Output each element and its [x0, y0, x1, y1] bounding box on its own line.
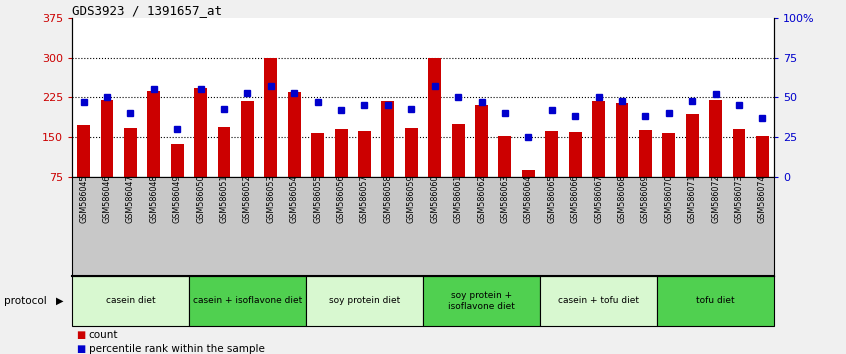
- Bar: [616, 103, 629, 177]
- Bar: [241, 101, 254, 177]
- Bar: [498, 136, 511, 177]
- Bar: [686, 114, 699, 177]
- Bar: [77, 126, 90, 177]
- Bar: [189, 276, 306, 326]
- Bar: [335, 129, 348, 177]
- Bar: [756, 136, 769, 177]
- Bar: [217, 127, 230, 177]
- Text: GDS3923 / 1391657_at: GDS3923 / 1391657_at: [72, 4, 222, 17]
- Bar: [475, 105, 488, 177]
- Text: casein + isoflavone diet: casein + isoflavone diet: [193, 296, 302, 306]
- Bar: [306, 276, 423, 326]
- Bar: [382, 101, 394, 177]
- Text: percentile rank within the sample: percentile rank within the sample: [89, 344, 265, 354]
- Text: ▶: ▶: [56, 296, 63, 306]
- Text: ■: ■: [76, 344, 85, 354]
- Bar: [195, 88, 207, 177]
- Bar: [639, 130, 651, 177]
- Bar: [733, 129, 745, 177]
- Bar: [358, 131, 371, 177]
- Bar: [657, 276, 774, 326]
- Bar: [428, 57, 441, 177]
- Bar: [522, 170, 535, 177]
- Bar: [592, 101, 605, 177]
- Text: protocol: protocol: [4, 296, 47, 306]
- Bar: [709, 100, 722, 177]
- Bar: [540, 276, 657, 326]
- Bar: [569, 132, 581, 177]
- Text: tofu diet: tofu diet: [696, 296, 735, 306]
- Bar: [452, 124, 464, 177]
- Text: ■: ■: [76, 330, 85, 339]
- Bar: [72, 276, 189, 326]
- Bar: [546, 131, 558, 177]
- Bar: [662, 133, 675, 177]
- Bar: [101, 100, 113, 177]
- Bar: [405, 128, 418, 177]
- Bar: [265, 57, 277, 177]
- Bar: [124, 127, 137, 177]
- Bar: [171, 144, 184, 177]
- Bar: [423, 276, 540, 326]
- Text: casein diet: casein diet: [106, 296, 155, 306]
- Bar: [311, 133, 324, 177]
- Bar: [288, 92, 300, 177]
- Text: soy protein diet: soy protein diet: [329, 296, 400, 306]
- Text: casein + tofu diet: casein + tofu diet: [558, 296, 639, 306]
- Text: soy protein +
isoflavone diet: soy protein + isoflavone diet: [448, 291, 515, 310]
- Text: count: count: [89, 330, 118, 339]
- Bar: [147, 91, 160, 177]
